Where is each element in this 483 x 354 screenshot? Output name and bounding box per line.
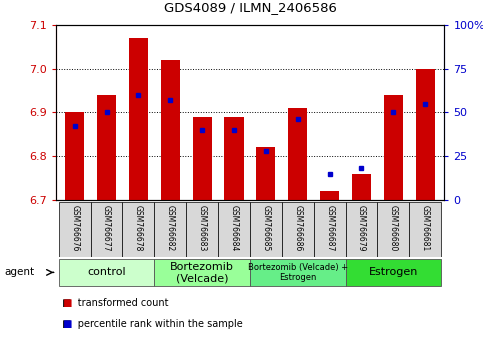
Text: GSM766677: GSM766677: [102, 205, 111, 251]
Text: GSM766679: GSM766679: [357, 205, 366, 251]
Bar: [155, 259, 250, 286]
Bar: [313, 202, 345, 257]
Bar: [186, 202, 218, 257]
Bar: [218, 202, 250, 257]
Bar: [59, 259, 155, 286]
Text: ■  percentile rank within the sample: ■ percentile rank within the sample: [56, 319, 242, 329]
Bar: [345, 202, 377, 257]
Bar: [129, 38, 148, 200]
Text: GSM766685: GSM766685: [261, 205, 270, 251]
Bar: [250, 202, 282, 257]
Text: GSM766681: GSM766681: [421, 205, 430, 251]
Text: control: control: [87, 267, 126, 278]
Text: GSM766686: GSM766686: [293, 205, 302, 251]
Text: ■: ■: [57, 319, 72, 329]
Text: GSM766684: GSM766684: [229, 205, 239, 251]
Bar: [161, 60, 180, 200]
Bar: [65, 113, 84, 200]
Text: GSM766683: GSM766683: [198, 205, 207, 251]
Bar: [59, 202, 91, 257]
Bar: [282, 202, 313, 257]
Bar: [384, 95, 403, 200]
Text: GSM766676: GSM766676: [70, 205, 79, 251]
Text: agent: agent: [5, 267, 35, 278]
Bar: [377, 202, 409, 257]
Bar: [123, 202, 155, 257]
Bar: [91, 202, 123, 257]
Text: GSM766682: GSM766682: [166, 205, 175, 251]
Bar: [256, 148, 275, 200]
Text: GSM766687: GSM766687: [325, 205, 334, 251]
Text: Bortezomib (Velcade) +
Estrogen: Bortezomib (Velcade) + Estrogen: [248, 263, 348, 282]
Bar: [97, 95, 116, 200]
Bar: [193, 117, 212, 200]
Bar: [320, 191, 339, 200]
Text: ■: ■: [57, 298, 72, 308]
Bar: [225, 117, 243, 200]
Bar: [155, 202, 186, 257]
Bar: [352, 174, 371, 200]
Bar: [250, 259, 345, 286]
Bar: [409, 202, 441, 257]
Text: GDS4089 / ILMN_2406586: GDS4089 / ILMN_2406586: [164, 1, 336, 14]
Bar: [345, 259, 441, 286]
Bar: [288, 108, 307, 200]
Text: GSM766678: GSM766678: [134, 205, 143, 251]
Bar: [416, 69, 435, 200]
Text: GSM766680: GSM766680: [389, 205, 398, 251]
Text: ■  transformed count: ■ transformed count: [56, 298, 168, 308]
Text: Estrogen: Estrogen: [369, 267, 418, 278]
Text: Bortezomib
(Velcade): Bortezomib (Velcade): [170, 262, 234, 283]
